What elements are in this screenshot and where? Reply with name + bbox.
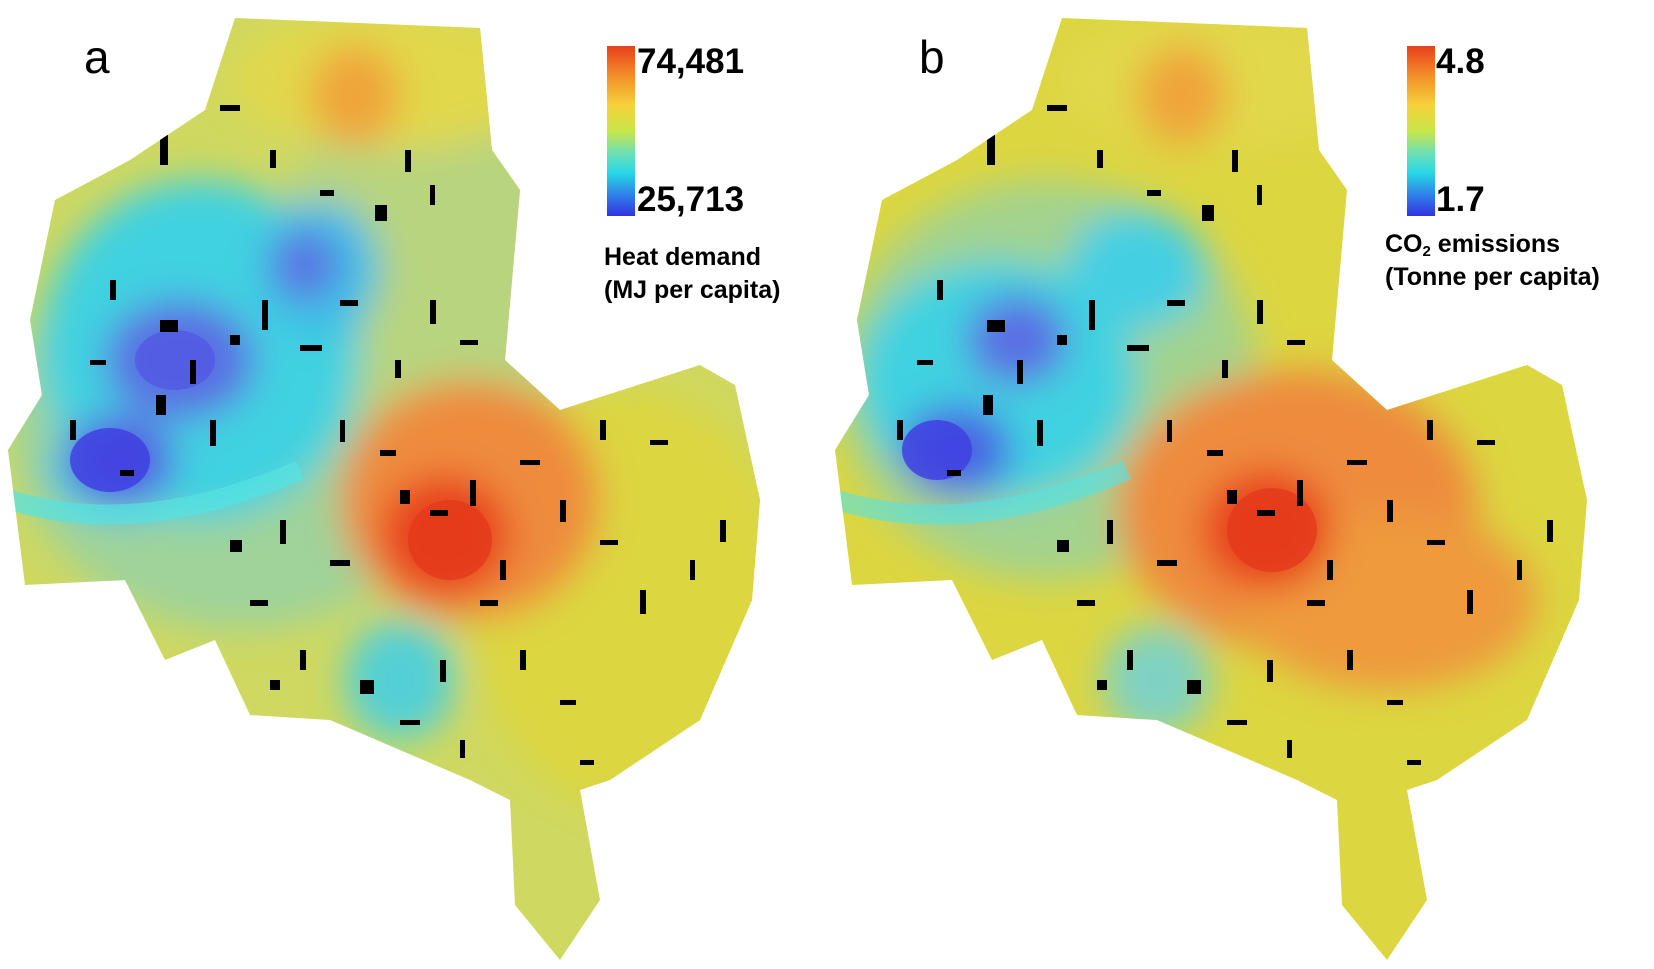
building-footprints-a [70,105,726,765]
legend-title-a: Heat demand (MJ per capita) [604,241,780,307]
legend-line1-b: CO2 emissions [1385,228,1600,261]
panel-a-heat-demand: a 74,481 25,713 Heat demand (MJ per capi… [8,18,780,960]
colorbar-b [1407,46,1435,216]
legend-line1-b-sub: 2 [1422,243,1431,260]
heat-demand-map [8,18,760,960]
colorbar-a [607,46,635,216]
co2-emissions-map [835,18,1587,960]
colorbar-max-label-b: 4.8 [1436,42,1485,81]
panel-b-co2-emissions: b 4.8 1.7 CO2 emissions (Tonne per capit… [827,0,1654,969]
legend-line2-a: (MJ per capita) [604,276,781,304]
legend-title-b: CO2 emissions (Tonne per capita) [1385,228,1600,294]
colorbar-min-label-a: 25,713 [637,180,745,219]
legend-line2-b: (Tonne per capita) [1385,263,1600,291]
city-outline-b [835,18,1587,960]
legend-line1-b-pre: CO [1385,230,1423,258]
colorbar-max-label-a: 74,481 [637,42,745,81]
panel-letter-b: b [919,31,945,83]
building-footprints-b [897,105,1553,765]
legend-line1-a: Heat demand [604,243,761,271]
city-outline-a [8,18,760,960]
panel-letter-a: a [84,31,110,83]
legend-line1-b-post: emissions [1430,230,1561,258]
colorbar-min-label-b: 1.7 [1436,180,1485,219]
